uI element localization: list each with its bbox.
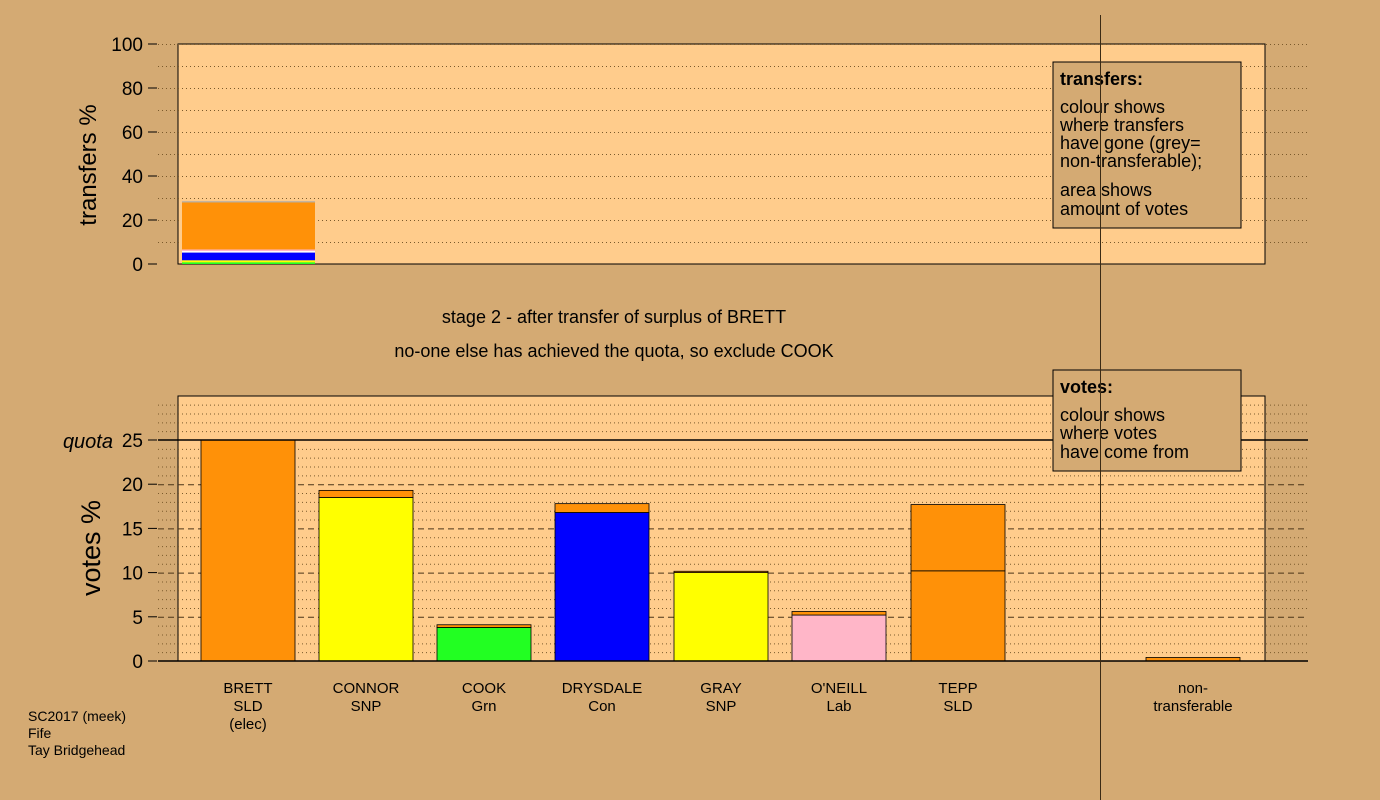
vote-bar-segment [673,570,769,573]
footer-line: Tay Bridgehead [28,742,125,758]
candidate-label: SNP [351,698,382,715]
transfers-legend-line: area shows [1060,180,1152,200]
candidate-label: DRYSDALE [562,680,643,697]
transfer-bar-segment [182,260,315,263]
stage-subtitle: no-one else has achieved the quota, so e… [394,341,833,361]
vote-bar-segment [673,572,769,662]
transfers-tick-label: 100 [111,35,143,56]
vote-bar-segment [200,439,296,662]
candidate-label: transferable [1153,698,1232,715]
candidate-label: SLD [233,698,262,715]
transfer-bar-segment [182,249,315,252]
votes-tick-label: 15 [122,519,143,540]
stage-title: stage 2 - after transfer of surplus of B… [442,307,786,327]
vote-bar-segment [318,489,414,498]
candidate-label: Con [588,698,616,715]
vote-bar-segment [436,627,532,662]
candidate-label: Grn [471,698,496,715]
candidate-label: non- [1178,680,1208,697]
transfers-legend-line: non-transferable); [1060,151,1202,171]
vote-bar-segment [436,624,532,628]
footer-line: Fife [28,725,52,741]
transfers-tick-label: 60 [122,123,143,144]
transfers-axis-label: transfers % [75,104,102,225]
candidate-label: TEPP [938,680,977,697]
vote-bar-segment [318,497,414,662]
transfers-tick-label: 20 [122,211,143,232]
transfers-legend-line: colour shows [1060,97,1165,117]
transfer-bar-segment [182,201,315,203]
transfer-bar-segment [182,202,315,250]
transfers-legend: transfers: colour shows where transfers … [1052,61,1242,229]
transfer-bar-segment [182,251,315,253]
candidate-label: SNP [706,698,737,715]
vote-bar-segment [554,503,650,513]
candidate-label: O'NEILL [811,680,867,697]
transfers-tick-label: 80 [122,79,143,100]
votes-tick-label: 5 [132,608,143,629]
vote-bar-segment [791,614,887,662]
footer-line: SC2017 (meek) [28,708,126,724]
transfer-bar-segment [182,252,315,261]
transfer-bar-segment [182,262,315,264]
votes-tick-label: 20 [122,475,143,496]
candidate-label: CONNOR [333,680,400,697]
votes-tick-label: 10 [122,564,143,585]
votes-legend-line: colour shows [1060,405,1165,425]
transfers-legend-title: transfers: [1060,69,1143,89]
vote-bar-segment [910,570,1006,662]
votes-axis-label: votes % [76,500,106,596]
transfers-legend-line: have gone (grey= [1060,133,1201,153]
quota-label: quota [63,431,113,453]
votes-legend-title: votes: [1060,377,1113,397]
votes-legend: votes: colour shows where votes have com… [1052,369,1242,472]
transfers-legend-line: amount of votes [1060,199,1188,219]
vote-bar-segment [554,512,650,662]
votes-legend-line: where votes [1059,423,1157,443]
candidate-label: Lab [826,698,851,715]
vote-bar-segment [791,611,887,616]
votes-tick-label: 0 [132,652,143,673]
transfers-tick-label: 40 [122,167,143,188]
candidate-label: COOK [462,680,506,697]
candidate-label: (elec) [229,716,267,733]
votes-tick-label: 25 [122,431,143,452]
transfers-legend-line: where transfers [1059,115,1184,135]
votes-legend-line: have come from [1060,442,1189,462]
vote-bar-segment [910,504,1006,572]
transfers-tick-label: 0 [132,255,143,276]
candidate-label: BRETT [223,680,272,697]
candidate-label: SLD [943,698,972,715]
candidate-label: GRAY [700,680,741,697]
